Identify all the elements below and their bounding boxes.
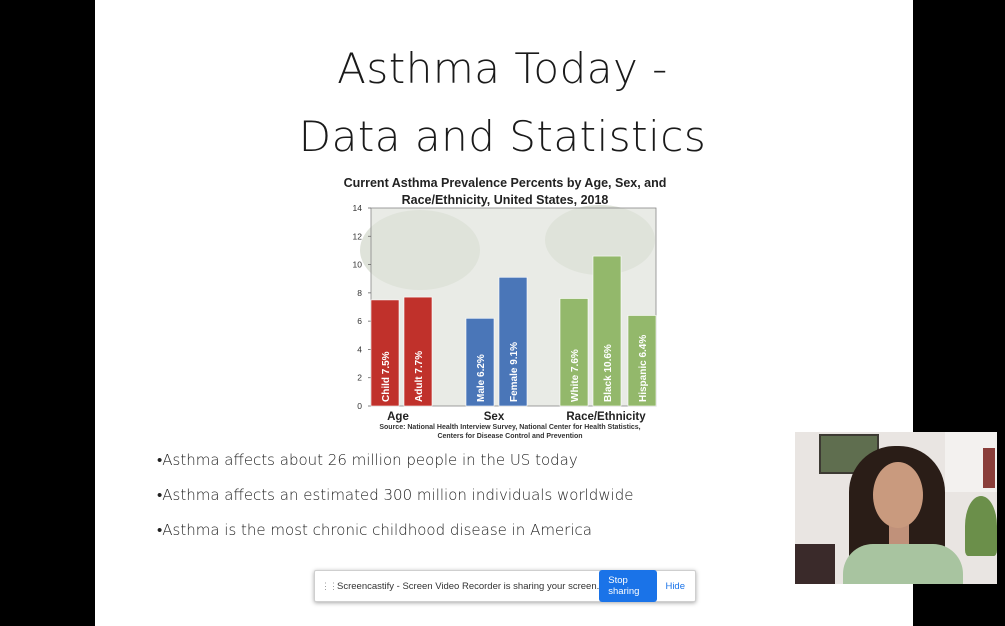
webcam-background-frame [983,448,995,488]
bar-data-label: Child 7.5% [381,351,392,402]
y-tick-label: 6 [357,316,362,326]
webcam-background-plant [965,496,997,556]
y-tick-label: 0 [357,401,362,411]
bar-white [559,298,589,407]
slide-title-line1: Asthma Today - [337,44,668,93]
bullet-point-2: •Asthma affects an estimated 300 million… [157,486,634,504]
y-tick-label: 4 [357,344,362,354]
hide-button[interactable]: Hide [665,580,685,592]
screen-share-notification: ⋮⋮ Screencastify - Screen Video Recorder… [314,570,696,602]
x-group-label: Race/Ethnicity [566,411,646,423]
presenter-neck [889,522,909,548]
chart-title-line2: Race/Ethnicity, United States, 2018 [401,193,609,207]
bullet-point-1: •Asthma affects about 26 million people … [157,451,578,469]
y-tick-label: 2 [357,373,362,383]
bar-black [592,255,622,407]
chart-title-line1: Current Asthma Prevalence Percents by Ag… [343,176,667,190]
chart-source-line1: Source: National Health Interview Survey… [379,424,641,431]
y-tick-label: 8 [357,288,362,298]
x-group-label: Sex [484,411,505,423]
bar-hispanic [627,315,657,407]
webcam-background-furniture [795,544,835,584]
bar-female [498,276,528,407]
stop-sharing-button[interactable]: Stop sharing [599,570,658,602]
chart-source-line2: Centers for Disease Control and Preventi… [437,433,583,440]
bar-child [370,299,400,407]
bullet-point-3: •Asthma is the most chronic childhood di… [157,521,592,539]
bar-data-label: Adult 7.7% [414,351,425,402]
bar-data-label: Female 9.1% [509,342,520,402]
x-group-label: Age [387,411,409,423]
drag-handle-icon[interactable]: ⋮⋮ [321,580,338,591]
y-tick-label: 10 [353,260,363,270]
webcam-overlay [795,432,997,584]
bar-data-label: Black 10.6% [603,344,614,402]
bar-data-label: Male 6.2% [476,354,487,402]
chart-background-tree [360,210,480,290]
bar-adult [403,296,433,407]
presenter-face [873,462,923,528]
y-tick-label: 14 [353,203,363,213]
slide-title-line2: Data and Statistics [298,112,707,161]
presenter-shirt [843,544,963,584]
chart-background-tree [545,205,655,275]
share-message: Screencastify - Screen Video Recorder is… [337,580,600,592]
bar-data-label: White 7.6% [570,349,581,402]
bar-data-label: Hispanic 6.4% [638,335,649,402]
y-tick-label: 12 [353,231,363,241]
bar-male [465,318,495,407]
